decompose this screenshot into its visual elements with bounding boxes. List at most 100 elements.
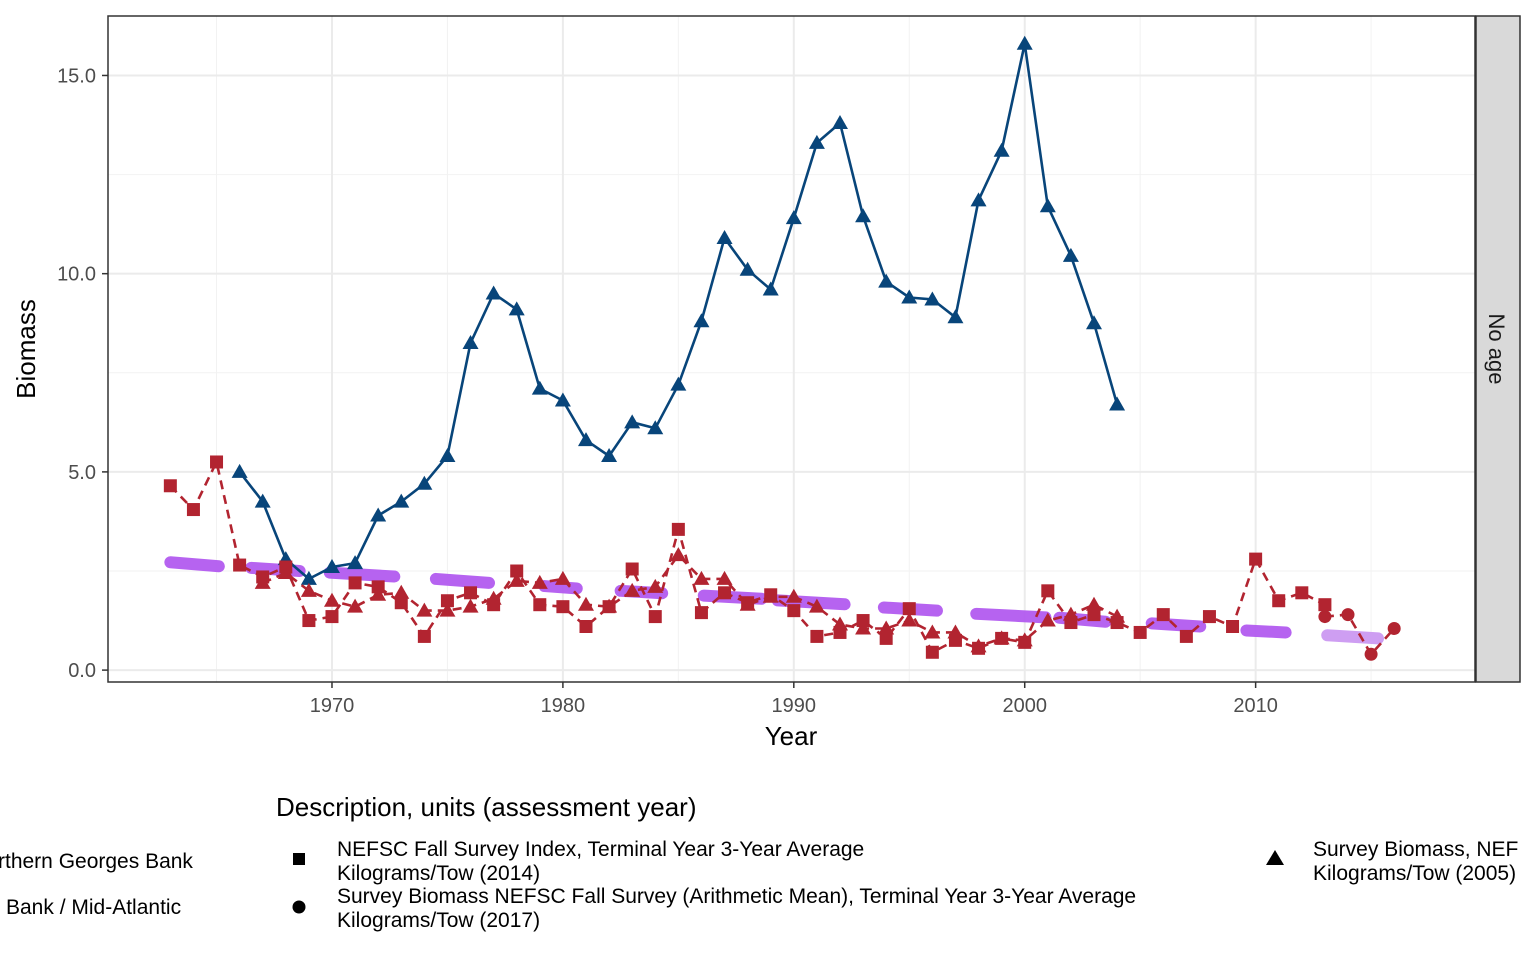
data-point (485, 590, 502, 605)
data-point (647, 420, 664, 435)
data-point (1226, 620, 1240, 633)
average-segment (1240, 624, 1292, 639)
data-point (554, 392, 571, 407)
data-point (210, 455, 224, 469)
data-point (348, 576, 362, 590)
data-point (1387, 621, 1401, 635)
data-point (647, 578, 664, 593)
data-point (902, 602, 916, 616)
y-tick-label: 15.0 (57, 65, 96, 87)
legend-shape-entry-2-line1: Survey Biomass NEFSC Fall Survey (Arithm… (337, 885, 1136, 908)
data-point (439, 448, 456, 463)
data-point (879, 631, 893, 645)
data-point (670, 376, 687, 391)
data-point (1085, 596, 1102, 611)
data-point (718, 586, 732, 600)
data-point (1039, 198, 1056, 213)
data-point (1249, 552, 1263, 566)
series-line (1324, 613, 1396, 656)
data-point (163, 479, 177, 493)
data-point (1041, 584, 1055, 598)
data-point (300, 570, 317, 585)
data-point (739, 261, 756, 276)
data-point (739, 596, 756, 611)
data-point (625, 562, 639, 576)
data-point (1341, 608, 1355, 622)
data-point (577, 596, 594, 611)
data-point (394, 596, 408, 610)
data-point (1318, 598, 1332, 612)
data-point (762, 588, 779, 603)
data-point (601, 598, 618, 613)
facet-strip-label: No age (1484, 314, 1509, 385)
y-tick-label: 5.0 (68, 462, 96, 484)
data-point (300, 582, 317, 597)
data-point (1133, 625, 1147, 639)
data-point (808, 134, 825, 149)
data-point (1062, 247, 1079, 262)
data-point (1085, 315, 1102, 330)
data-point (1016, 35, 1033, 50)
data-point (393, 584, 410, 599)
legend-circle-key (292, 900, 306, 914)
data-point (716, 570, 733, 585)
data-point (393, 493, 410, 508)
data-point (716, 230, 733, 244)
data-point (1087, 608, 1101, 622)
data-point (254, 493, 271, 508)
data-point (531, 380, 548, 395)
data-point (233, 558, 247, 572)
data-point (1156, 608, 1170, 622)
data-point (554, 570, 571, 585)
data-point (417, 629, 431, 643)
data-point (347, 598, 364, 613)
data-point (947, 624, 964, 639)
data-point (1318, 610, 1332, 624)
data-point (508, 572, 525, 587)
y-tick-label: 0.0 (68, 660, 96, 682)
legend-shape-entry-3-line1: Survey Biomass, NEF (1313, 838, 1518, 861)
data-point (787, 604, 801, 618)
data-point (785, 588, 802, 603)
data-point (831, 616, 848, 631)
data-point (648, 610, 662, 624)
data-point (901, 612, 918, 627)
data-point (970, 638, 987, 653)
data-point (462, 598, 479, 613)
data-point (533, 598, 547, 612)
data-point (325, 610, 339, 624)
data-point (556, 600, 570, 614)
data-point (694, 606, 708, 620)
legend-color-entry-1: rthern Georges Bank (0, 850, 193, 873)
data-point (323, 592, 340, 607)
data-point (1062, 606, 1079, 621)
x-tick-label: 1970 (310, 695, 355, 717)
data-point (508, 301, 525, 316)
data-point (1202, 610, 1216, 624)
legend-color-entry-2: Bank / Mid-Atlantic (6, 896, 181, 919)
series-3 (254, 547, 1126, 653)
data-point (577, 432, 594, 447)
data-point (1109, 608, 1126, 623)
data-point (1364, 647, 1378, 661)
legend-shape-entry-1-line2: Kilograms/Tow (2014) (337, 862, 540, 885)
data-point (970, 192, 987, 207)
data-point (531, 574, 548, 589)
data-point (925, 645, 939, 659)
y-axis-title: Biomass (11, 299, 41, 399)
data-point (624, 414, 641, 429)
y-tick-label: 10.0 (57, 264, 96, 286)
data-point (1272, 594, 1286, 608)
data-point (855, 208, 872, 223)
data-point (1039, 612, 1056, 627)
data-point (601, 448, 618, 463)
data-point (277, 564, 294, 579)
y-axis-ticks: 0.0 5.0 10.0 15.0 (57, 65, 108, 682)
data-point (302, 614, 316, 628)
data-point (370, 507, 387, 522)
data-point (878, 620, 895, 635)
data-point (924, 624, 941, 639)
data-point (670, 547, 687, 562)
data-point (231, 463, 248, 478)
data-point (831, 115, 848, 130)
